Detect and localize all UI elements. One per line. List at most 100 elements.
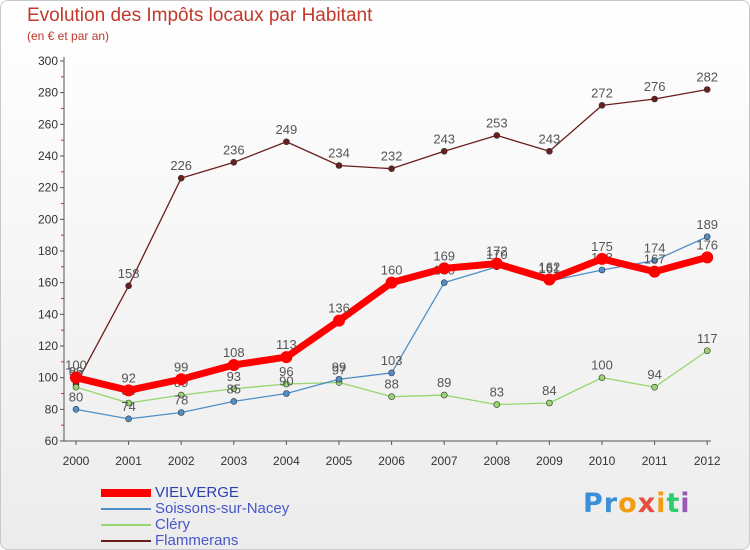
logo-letter: x: [637, 488, 657, 519]
data-point: [177, 174, 185, 182]
data-point: [546, 147, 553, 155]
data-label: 161: [539, 261, 561, 276]
x-tick-label: 2002: [168, 454, 195, 468]
data-point: [598, 266, 606, 274]
data-point: [125, 282, 132, 290]
data-label: 100: [65, 358, 87, 373]
data-point: [335, 162, 343, 169]
x-tick-label: 2003: [220, 454, 247, 468]
data-point: [440, 391, 448, 399]
legend-label: Cléry: [155, 516, 191, 533]
x-tick-label: 2011: [642, 454, 668, 468]
data-point: [493, 401, 501, 408]
data-label: 113: [276, 337, 297, 352]
data-label: 162: [539, 260, 561, 275]
logo-letter: t: [666, 488, 681, 519]
data-point: [440, 279, 448, 286]
data-label: 99: [332, 359, 346, 374]
data-label: 170: [486, 247, 508, 262]
data-label: 175: [591, 239, 613, 254]
data-label: 93: [227, 369, 241, 384]
legend-label: VIELVERGE: [155, 484, 239, 501]
logo-letter: i: [680, 488, 691, 519]
data-label: 96: [279, 364, 293, 379]
x-tick-label: 2007: [431, 454, 458, 468]
data-point: [280, 351, 293, 364]
data-point: [651, 95, 658, 103]
data-point: [227, 359, 240, 371]
data-point: [651, 383, 658, 391]
x-tick-label: 2009: [536, 454, 563, 468]
data-label: 158: [118, 266, 140, 281]
x-tick-label: 2008: [483, 454, 510, 468]
legend-swatch: [101, 508, 151, 510]
y-tick-label: 260: [38, 117, 58, 131]
x-tick-label: 2001: [115, 454, 142, 468]
data-point: [490, 257, 503, 270]
data-label: 176: [696, 237, 718, 252]
x-tick-label: 2012: [694, 454, 721, 468]
data-label: 189: [696, 217, 718, 232]
legend-swatch: [101, 540, 151, 542]
data-label: 172: [486, 244, 508, 259]
chart-title: Evolution des Impôts locaux par Habitant: [27, 5, 373, 26]
legend-label: Soissons-sur-Nacey: [155, 500, 290, 517]
data-label: 103: [381, 353, 403, 368]
y-tick-label: 160: [38, 276, 58, 290]
data-label: 88: [384, 377, 398, 392]
data-label: 94: [647, 367, 661, 382]
data-point: [596, 252, 608, 265]
y-tick-label: 100: [38, 371, 58, 385]
y-tick-label: 220: [38, 181, 58, 195]
data-label: 243: [539, 131, 561, 146]
y-tick-label: 60: [45, 434, 59, 448]
data-label: 100: [591, 358, 613, 373]
legend-label: Flammerans: [155, 532, 239, 549]
data-label: 108: [223, 345, 245, 360]
x-tick-label: 2004: [273, 454, 300, 468]
data-label: 97: [332, 362, 346, 377]
y-tick-label: 200: [38, 212, 58, 226]
logo-letter: r: [603, 488, 619, 519]
data-point: [175, 373, 188, 386]
data-label: 136: [328, 301, 350, 316]
data-point: [230, 159, 238, 166]
y-tick-label: 240: [38, 149, 58, 163]
y-tick-label: 280: [38, 86, 58, 100]
legend-swatch: [101, 489, 151, 497]
data-point: [72, 383, 80, 391]
data-point: [230, 385, 238, 393]
data-point: [333, 314, 345, 327]
data-point: [388, 393, 395, 400]
data-point: [388, 165, 395, 172]
data-label: 117: [697, 331, 718, 346]
logo-letter: P: [583, 488, 604, 519]
data-label: 90: [279, 374, 293, 389]
data-label: 160: [381, 263, 403, 278]
data-point: [701, 251, 714, 264]
data-point: [335, 375, 343, 383]
data-point: [598, 374, 606, 381]
data-label: 169: [433, 248, 455, 263]
data-label: 83: [490, 385, 504, 400]
data-point: [598, 102, 606, 109]
y-tick-label: 140: [38, 307, 58, 321]
y-tick-label: 120: [38, 339, 58, 353]
y-tick-label: 300: [38, 54, 58, 68]
data-point: [230, 398, 238, 405]
x-tick-label: 2005: [326, 454, 353, 468]
data-point: [388, 369, 395, 377]
data-label: 243: [433, 131, 455, 146]
data-label: 78: [174, 393, 188, 408]
logo-letter: o: [618, 488, 638, 519]
data-point: [177, 391, 185, 399]
data-label: 226: [170, 158, 192, 173]
y-tick-label: 180: [38, 244, 58, 258]
data-point: [648, 265, 661, 278]
data-point: [283, 138, 290, 146]
x-tick-label: 2000: [63, 454, 90, 468]
data-point: [546, 399, 553, 407]
y-tick-label: 80: [45, 402, 59, 416]
